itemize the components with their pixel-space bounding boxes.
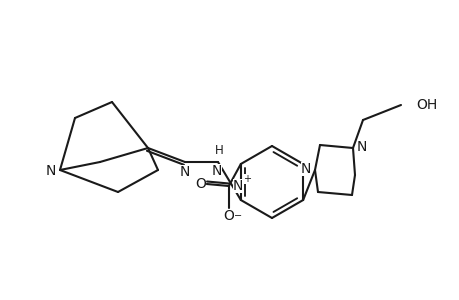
Text: N: N: [300, 162, 310, 176]
Text: N: N: [356, 140, 366, 154]
Text: N: N: [232, 179, 242, 193]
Text: OH: OH: [415, 98, 437, 112]
Text: O: O: [195, 177, 206, 191]
Text: N: N: [46, 164, 56, 178]
Text: O: O: [223, 209, 234, 223]
Text: N: N: [211, 164, 222, 178]
Text: H: H: [214, 143, 223, 157]
Text: +: +: [242, 174, 250, 184]
Text: N: N: [179, 165, 190, 179]
Text: −: −: [233, 211, 241, 221]
